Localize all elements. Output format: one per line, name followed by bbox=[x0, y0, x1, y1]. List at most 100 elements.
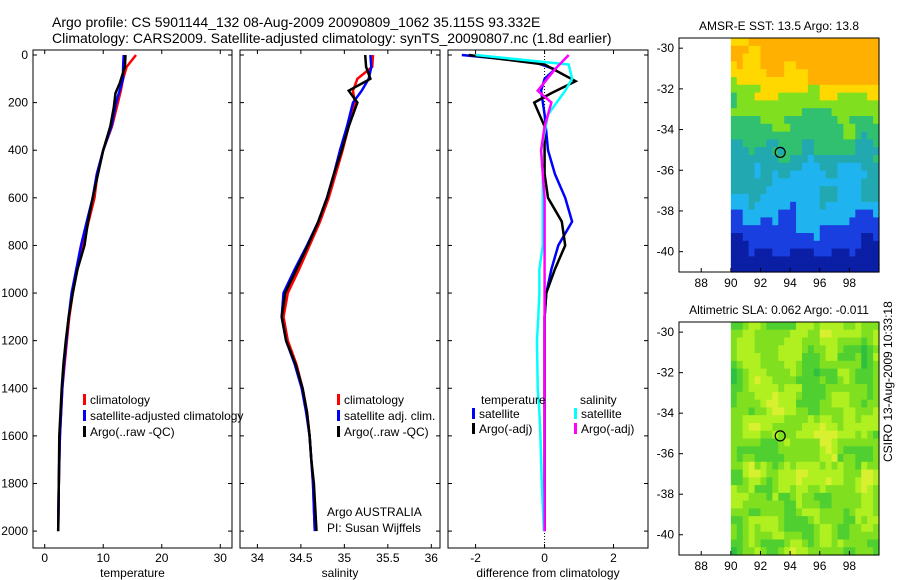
sst_map-cell bbox=[855, 233, 862, 242]
sst_map-cell bbox=[760, 77, 768, 86]
sla_map-cell bbox=[843, 500, 850, 509]
sst_map-cell bbox=[730, 92, 738, 101]
sst_map-cell bbox=[825, 194, 833, 203]
sst_map-cell bbox=[837, 92, 845, 101]
sst_map-cell bbox=[736, 45, 744, 55]
sst_map-cell bbox=[778, 225, 785, 234]
sla_map-cell bbox=[736, 415, 744, 424]
sst_map-cell bbox=[825, 84, 833, 94]
sst_map-cell bbox=[778, 186, 785, 195]
sla_map-cell bbox=[837, 430, 845, 440]
sla_map-cell bbox=[796, 485, 803, 494]
sla_map-cell bbox=[837, 477, 845, 486]
sla_map-cell bbox=[760, 477, 768, 486]
sst_map-cell bbox=[837, 248, 845, 257]
sla_map-cell bbox=[760, 376, 768, 385]
sst_map-cell bbox=[736, 155, 744, 164]
sst_map-cell bbox=[784, 225, 791, 234]
sla_map-cell bbox=[855, 353, 862, 362]
sla_map-cell bbox=[754, 391, 762, 401]
sla_map-cell bbox=[784, 422, 791, 432]
sst_map-cell bbox=[784, 100, 791, 109]
sla_map-cell bbox=[754, 508, 762, 517]
sla_map-cell bbox=[754, 322, 762, 331]
sla_map-cell bbox=[873, 508, 880, 517]
sst_map-cell bbox=[843, 194, 850, 203]
sst_map-cell bbox=[784, 264, 791, 273]
sst_map-cell bbox=[766, 178, 773, 187]
sla_map-cell bbox=[843, 485, 850, 494]
sst_map-cell bbox=[825, 147, 833, 156]
sst_map-cell bbox=[766, 240, 773, 250]
sst_map-cell bbox=[784, 209, 791, 218]
sla_map-cell bbox=[825, 415, 833, 424]
sst_map-cell bbox=[819, 155, 827, 164]
sla_map-cell bbox=[837, 516, 845, 525]
sla_map-cell bbox=[736, 353, 744, 362]
sla_map-cell bbox=[867, 399, 874, 409]
sla_map-cell bbox=[796, 523, 803, 533]
sla_map-cell bbox=[855, 547, 862, 556]
sla_map-cell bbox=[730, 539, 738, 548]
sst_map-cell bbox=[849, 108, 856, 117]
sla_map-cell bbox=[843, 384, 850, 393]
sst_map-cell bbox=[736, 162, 744, 172]
sst_map-cell bbox=[831, 233, 839, 242]
sla_map-cell bbox=[796, 477, 803, 486]
sst_map-cell bbox=[736, 61, 744, 70]
sla_map-cell bbox=[801, 477, 809, 486]
sla_map-cell bbox=[784, 415, 791, 424]
sla_map-cell bbox=[819, 547, 827, 556]
sla_map-cell bbox=[790, 407, 797, 416]
sst_map-cell bbox=[873, 61, 880, 70]
sla_map-cell bbox=[831, 508, 839, 517]
sla_map-cell bbox=[861, 516, 868, 525]
sla_map-cell bbox=[730, 422, 738, 432]
sla_map-cell bbox=[736, 368, 744, 377]
sla_map-cell bbox=[766, 454, 773, 463]
sst_map-cell bbox=[801, 131, 809, 140]
sla_map-cell bbox=[736, 485, 744, 494]
sst_map-cell bbox=[736, 77, 744, 86]
sst_map-cell bbox=[796, 248, 803, 257]
sla_map-ytick-label: -32 bbox=[657, 366, 675, 380]
sst_map-cell bbox=[760, 217, 768, 226]
sla_map-cell bbox=[772, 360, 779, 370]
sla_map-cell bbox=[766, 438, 773, 447]
temperature-legend-2-swatch bbox=[83, 426, 86, 437]
salinity-xtick-label: 35.5 bbox=[376, 551, 400, 565]
sla_map-cell bbox=[742, 531, 750, 541]
sst_map-cell bbox=[778, 162, 785, 172]
sla_map-cell bbox=[849, 368, 856, 377]
sla_map-cell bbox=[730, 454, 738, 463]
sla_map-cell bbox=[873, 360, 880, 370]
sst_map-cell bbox=[837, 100, 845, 109]
sla_map-cell bbox=[807, 322, 815, 331]
sla_map-cell bbox=[742, 446, 750, 455]
sla_map-cell bbox=[855, 376, 862, 385]
sst_map-cell bbox=[819, 131, 827, 140]
sla_map-cell bbox=[796, 422, 803, 432]
sst_map-cell bbox=[867, 256, 874, 265]
sla_map-cell bbox=[831, 430, 839, 440]
sst_map-cell bbox=[796, 264, 803, 273]
sst_map-cell bbox=[813, 100, 821, 109]
sst_map-cell bbox=[849, 123, 856, 133]
sla_map-cell bbox=[807, 438, 815, 447]
sst_map-cell bbox=[784, 69, 791, 78]
sla_map-cell bbox=[849, 376, 856, 385]
sst_map-cell bbox=[748, 162, 756, 172]
depth-tick-label: 0 bbox=[21, 48, 28, 62]
sst_map-cell bbox=[831, 170, 839, 179]
sst_map-cell bbox=[831, 256, 839, 265]
sla_map-cell bbox=[873, 407, 880, 416]
sst_map-cell bbox=[819, 61, 827, 70]
sst_map-cell bbox=[742, 123, 750, 133]
sst_map-cell bbox=[748, 264, 756, 273]
sst_map-cell bbox=[837, 77, 845, 86]
sst_map-cell bbox=[831, 84, 839, 94]
sla_map-cell bbox=[873, 469, 880, 478]
sla_map-cell bbox=[825, 523, 833, 533]
sla_map-cell bbox=[766, 399, 773, 409]
